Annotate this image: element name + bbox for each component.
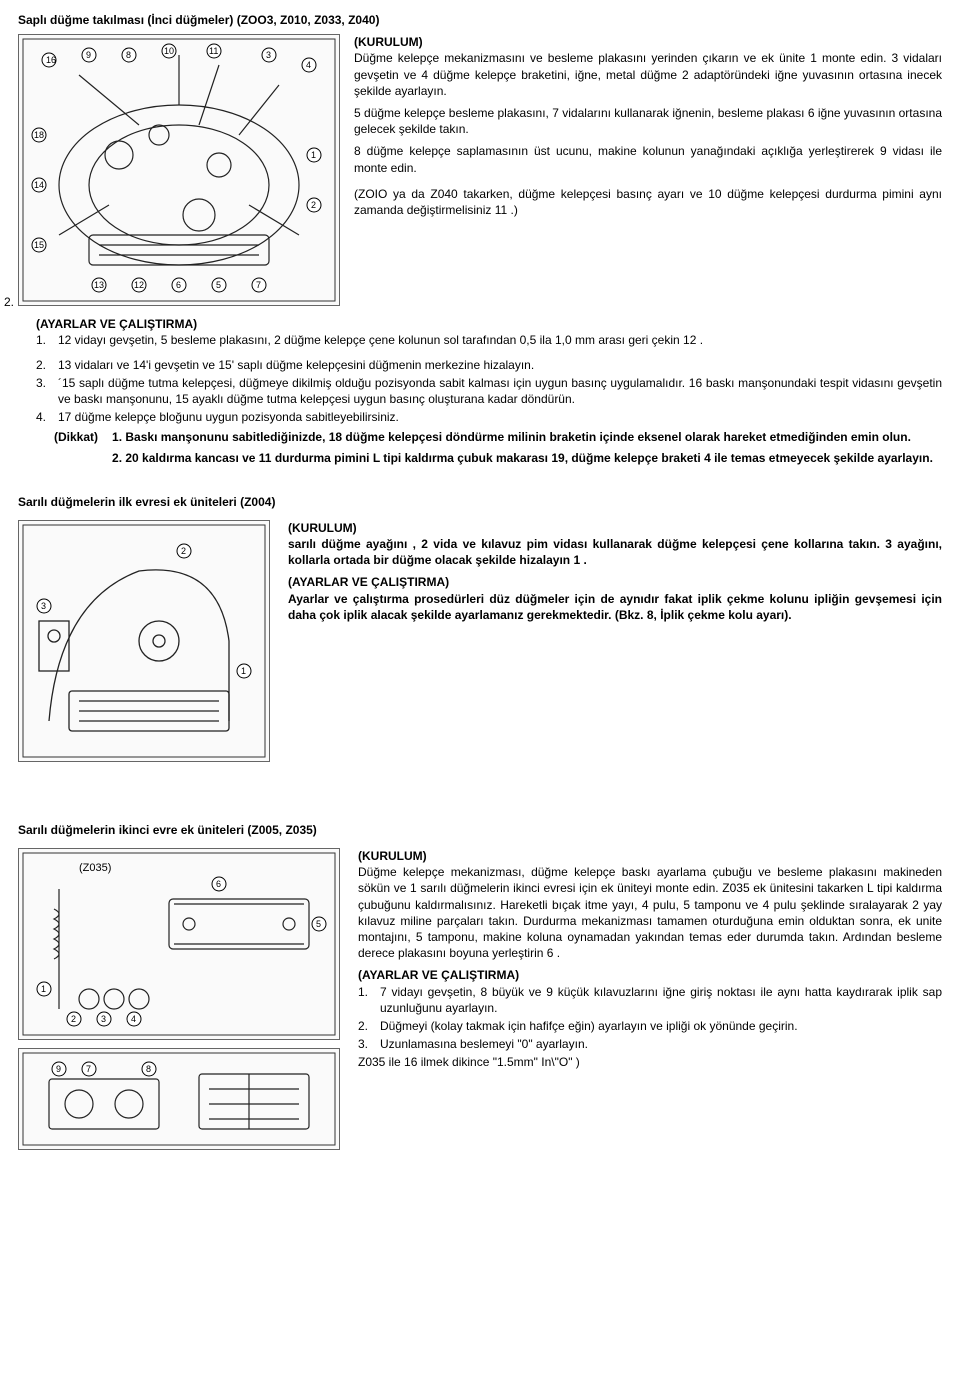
margin-number: 2.: [4, 294, 14, 310]
s2-para-2: Ayarlar ve çalıştırma prosedürleri düz d…: [288, 591, 942, 623]
svg-text:8: 8: [146, 1064, 151, 1074]
s1-para-3: 8 düğme kelepçe saplamasının üst ucunu, …: [354, 143, 942, 175]
s2-para-2-text: Ayarlar ve çalıştırma prosedürleri düz d…: [288, 592, 942, 622]
svg-text:2: 2: [311, 200, 316, 210]
s3-item-3-num: 3.: [358, 1036, 374, 1052]
dikkat-item-2: 2. 20 kaldırma kancası ve 11 durdurma pi…: [112, 450, 942, 466]
s3-item-1-num: 1.: [358, 984, 374, 1016]
dikkat-1-num: 1.: [112, 430, 122, 444]
svg-text:2: 2: [71, 1014, 76, 1024]
dikkat-label: (Dikkat): [54, 429, 98, 469]
svg-text:9: 9: [86, 50, 91, 60]
dikkat-2-num: 2.: [112, 451, 122, 465]
diagram-3-stack: (Z035) 6 5 1 2 3 4: [18, 848, 340, 1150]
adj-item-3-text: ´15 saplı düğme tutma kelepçesi, düğmeye…: [58, 375, 942, 407]
s3-item-2: 2. Düğmeyi (kolay takmak için hafifçe eğ…: [358, 1018, 942, 1034]
diagram-3-label: (Z035): [79, 862, 111, 874]
diagram-1: 16 9 8 10 11 3 4 18 14 15 1 2 13 12 6 5 …: [18, 34, 340, 306]
section-3: (Z035) 6 5 1 2 3 4: [18, 848, 942, 1150]
s3-item-3: 3. Uzunlamasına beslemeyi "0" ayarlayın.: [358, 1036, 942, 1052]
adj-item-4-num: 4.: [36, 409, 52, 425]
adj-item-3: 3. ´15 saplı düğme tutma kelepçesi, düğm…: [36, 375, 942, 407]
s3-heading-ayarlar: (AYARLAR VE ÇALIŞTIRMA): [358, 967, 942, 983]
dikkat-item-1: 1. Baskı manşonunu sabitlediğinizde, 18 …: [112, 429, 942, 445]
adj-item-2-num: 2.: [36, 357, 52, 373]
svg-text:2: 2: [181, 546, 186, 556]
s1-para-4: (ZOIO ya da Z040 takarken, düğme kelepçe…: [354, 186, 942, 218]
diagram-3-svg: (Z035) 6 5 1 2 3 4: [19, 849, 339, 1039]
diagram-4-svg: 9 7 8: [19, 1049, 339, 1149]
s3-para-1: Düğme kelepçe mekanizması, düğme kelepçe…: [358, 864, 942, 961]
s3-heading-kurulum: (KURULUM): [358, 848, 942, 864]
section-1: 2. 16 9 8 10 11 3 4 18 14: [18, 34, 942, 306]
section-2: 2 3 1 (KURULUM) sarılı düğme ayağını , 2…: [18, 520, 942, 762]
svg-text:14: 14: [34, 180, 44, 190]
s3-item-1-text: 7 vidayı gevşetin, 8 büyük ve 9 küçük kı…: [380, 984, 942, 1016]
svg-text:16: 16: [46, 55, 56, 65]
s3-para-2: Z035 ile 16 ilmek dikince "1.5mm" In\"O"…: [358, 1054, 942, 1070]
section-3-title: Sarılı düğmelerin ikinci evre ek ünitele…: [18, 822, 942, 838]
adjustments-block: (AYARLAR VE ÇALIŞTIRMA) 1. 12 vidayı gev…: [36, 316, 942, 470]
adj-item-1-num: 1.: [36, 332, 52, 348]
section-2-title: Sarılı düğmelerin ilk evresi ek üniteler…: [18, 494, 942, 510]
adj-item-4-text: 17 düğme kelepçe bloğunu uygun pozisyond…: [58, 409, 399, 425]
svg-text:13: 13: [94, 280, 104, 290]
svg-text:1: 1: [241, 666, 246, 676]
section-2-text: (KURULUM) sarılı düğme ayağını , 2 vida …: [288, 520, 942, 629]
s2-para-1: sarılı düğme ayağını , 2 vida ve kılavuz…: [288, 536, 942, 568]
svg-text:3: 3: [266, 50, 271, 60]
s2-para-1-text: sarılı düğme ayağını , 2 vida ve kılavuz…: [288, 537, 942, 567]
adj-item-1: 1. 12 vidayı gevşetin, 5 besleme plakası…: [36, 332, 942, 348]
adj-item-4: 4. 17 düğme kelepçe bloğunu uygun pozisy…: [36, 409, 942, 425]
s1-heading-kurulum: (KURULUM): [354, 34, 942, 50]
dikkat-2-text: 20 kaldırma kancası ve 11 durdurma pimin…: [125, 451, 933, 465]
s1-para-1: Düğme kelepçe mekanizmasını ve besleme p…: [354, 50, 942, 99]
svg-text:6: 6: [176, 280, 181, 290]
adj-item-3-num: 3.: [36, 375, 52, 407]
adj-item-2-text: 13 vidaları ve 14'i gevşetin ve 15' sapl…: [58, 357, 534, 373]
svg-text:6: 6: [216, 879, 221, 889]
svg-text:3: 3: [41, 601, 46, 611]
svg-text:18: 18: [34, 130, 44, 140]
s1-para-2: 5 düğme kelepçe besleme plakasını, 7 vid…: [354, 105, 942, 137]
diagram-1-svg: 16 9 8 10 11 3 4 18 14 15 1 2 13 12 6 5 …: [19, 35, 339, 305]
svg-text:7: 7: [86, 1064, 91, 1074]
svg-text:11: 11: [209, 46, 218, 56]
diagram-4: 9 7 8: [18, 1048, 340, 1150]
svg-text:4: 4: [306, 60, 311, 70]
svg-text:1: 1: [311, 150, 316, 160]
dikkat-1-text: Baskı manşonunu sabitlediğinizde, 18 düğ…: [125, 430, 911, 444]
svg-text:9: 9: [56, 1064, 61, 1074]
page-title: Saplı düğme takılması (İnci düğmeler) (Z…: [18, 12, 942, 28]
s3-item-2-num: 2.: [358, 1018, 374, 1034]
adj-heading: (AYARLAR VE ÇALIŞTIRMA): [36, 316, 942, 332]
svg-text:10: 10: [164, 46, 174, 56]
svg-text:4: 4: [131, 1014, 136, 1024]
dikkat-block: (Dikkat) 1. Baskı manşonunu sabitlediğin…: [54, 429, 942, 469]
svg-text:7: 7: [256, 280, 261, 290]
s3-item-3-text: Uzunlamasına beslemeyi "0" ayarlayın.: [380, 1036, 588, 1052]
diagram-3: (Z035) 6 5 1 2 3 4: [18, 848, 340, 1040]
s3-item-1: 1. 7 vidayı gevşetin, 8 büyük ve 9 küçük…: [358, 984, 942, 1016]
svg-text:3: 3: [101, 1014, 106, 1024]
s3-item-2-text: Düğmeyi (kolay takmak için hafifçe eğin)…: [380, 1018, 798, 1034]
section-3-text: (KURULUM) Düğme kelepçe mekanizması, düğ…: [358, 848, 942, 1076]
section-1-text: (KURULUM) Düğme kelepçe mekanizmasını ve…: [354, 34, 942, 306]
diagram-2-svg: 2 3 1: [19, 521, 269, 761]
svg-text:12: 12: [134, 280, 144, 290]
svg-text:8: 8: [126, 50, 131, 60]
s2-heading-kurulum: (KURULUM): [288, 520, 942, 536]
adj-item-2: 2. 13 vidaları ve 14'i gevşetin ve 15' s…: [36, 357, 942, 373]
svg-text:1: 1: [41, 984, 46, 994]
adj-item-1-text: 12 vidayı gevşetin, 5 besleme plakasını,…: [58, 332, 703, 348]
svg-text:15: 15: [34, 240, 44, 250]
svg-text:5: 5: [316, 919, 321, 929]
svg-text:5: 5: [216, 280, 221, 290]
diagram-2: 2 3 1: [18, 520, 270, 762]
s2-heading-ayarlar: (AYARLAR VE ÇALIŞTIRMA): [288, 574, 942, 590]
